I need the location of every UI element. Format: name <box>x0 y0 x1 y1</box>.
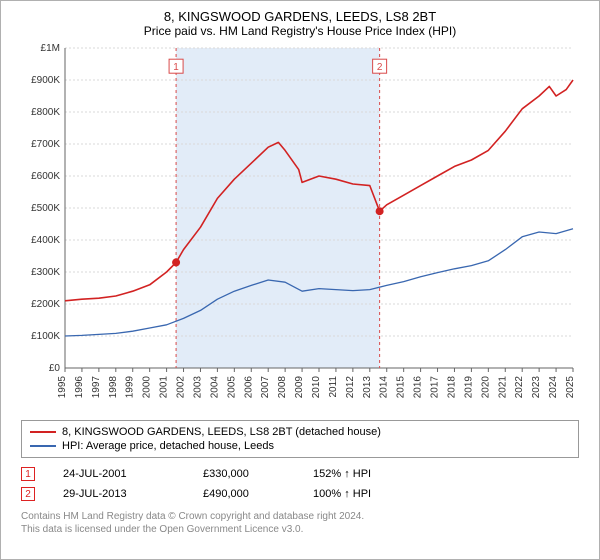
legend-swatch-hpi <box>30 445 56 447</box>
svg-text:£100K: £100K <box>31 331 60 342</box>
svg-text:£500K: £500K <box>31 203 60 214</box>
legend-label-hpi: HPI: Average price, detached house, Leed… <box>62 440 274 452</box>
svg-text:1996: 1996 <box>74 376 85 399</box>
legend: 8, KINGSWOOD GARDENS, LEEDS, LS8 2BT (de… <box>21 420 579 458</box>
svg-text:£900K: £900K <box>31 75 60 86</box>
svg-text:2013: 2013 <box>362 376 373 399</box>
svg-text:£600K: £600K <box>31 171 60 182</box>
page-title: 8, KINGSWOOD GARDENS, LEEDS, LS8 2BT <box>21 9 579 24</box>
svg-text:2019: 2019 <box>463 376 474 399</box>
transaction-vs-hpi: 152% ↑ HPI <box>313 468 423 480</box>
svg-text:2008: 2008 <box>277 376 288 399</box>
svg-text:£0: £0 <box>49 363 61 374</box>
svg-text:2005: 2005 <box>226 376 237 399</box>
svg-text:2016: 2016 <box>413 376 424 399</box>
svg-text:2024: 2024 <box>548 376 559 399</box>
svg-text:2007: 2007 <box>260 376 271 399</box>
chart-area: £0 £100K £200K £300K £400K £500K £600K £700K £80… <box>21 44 579 414</box>
transaction-marker: 2 <box>21 487 35 501</box>
legend-label-property: 8, KINGSWOOD GARDENS, LEEDS, LS8 2BT (de… <box>62 426 381 438</box>
svg-text:2001: 2001 <box>159 376 170 399</box>
legend-item-hpi: HPI: Average price, detached house, Leed… <box>30 439 570 453</box>
svg-text:£800K: £800K <box>31 107 60 118</box>
transaction-marker: 1 <box>21 467 35 481</box>
svg-text:2025: 2025 <box>565 376 576 399</box>
svg-text:2004: 2004 <box>209 376 220 399</box>
footnote-line: This data is licensed under the Open Gov… <box>21 523 579 536</box>
svg-text:£300K: £300K <box>31 267 60 278</box>
svg-text:2022: 2022 <box>514 376 525 399</box>
svg-text:2011: 2011 <box>328 376 339 398</box>
svg-text:2: 2 <box>377 62 383 73</box>
svg-text:2017: 2017 <box>430 376 441 399</box>
svg-text:1: 1 <box>173 62 179 73</box>
footnote: Contains HM Land Registry data © Crown c… <box>21 510 579 536</box>
svg-text:2015: 2015 <box>396 376 407 399</box>
transaction-price: £330,000 <box>203 468 313 480</box>
transactions-table: 1 24-JUL-2001 £330,000 152% ↑ HPI 2 29-J… <box>21 464 579 504</box>
legend-swatch-property <box>30 431 56 433</box>
svg-text:2018: 2018 <box>446 376 457 399</box>
transaction-date: 24-JUL-2001 <box>63 468 203 480</box>
svg-text:2012: 2012 <box>345 376 356 399</box>
svg-text:2009: 2009 <box>294 376 305 399</box>
svg-text:2010: 2010 <box>311 376 322 399</box>
line-chart: £0 £100K £200K £300K £400K £500K £600K £700K £80… <box>21 44 579 414</box>
svg-text:1997: 1997 <box>91 376 102 399</box>
svg-text:2021: 2021 <box>497 376 508 399</box>
chart-container: 8, KINGSWOOD GARDENS, LEEDS, LS8 2BT Pri… <box>0 0 600 560</box>
svg-text:1999: 1999 <box>125 376 136 399</box>
svg-text:2003: 2003 <box>192 376 203 399</box>
transaction-price: £490,000 <box>203 488 313 500</box>
transaction-row: 1 24-JUL-2001 £330,000 152% ↑ HPI <box>21 464 579 484</box>
svg-text:£1M: £1M <box>41 44 60 54</box>
svg-text:£700K: £700K <box>31 139 60 150</box>
page-subtitle: Price paid vs. HM Land Registry's House … <box>21 24 579 38</box>
svg-text:2020: 2020 <box>480 376 491 399</box>
svg-text:2023: 2023 <box>531 376 542 399</box>
svg-text:2006: 2006 <box>243 376 254 399</box>
transaction-vs-hpi: 100% ↑ HPI <box>313 488 423 500</box>
svg-text:2014: 2014 <box>379 376 390 399</box>
svg-text:2000: 2000 <box>142 376 153 399</box>
svg-text:£200K: £200K <box>31 299 60 310</box>
transaction-row: 2 29-JUL-2013 £490,000 100% ↑ HPI <box>21 484 579 504</box>
svg-text:1995: 1995 <box>57 376 68 399</box>
svg-text:1998: 1998 <box>108 376 119 399</box>
footnote-line: Contains HM Land Registry data © Crown c… <box>21 510 579 523</box>
transaction-date: 29-JUL-2013 <box>63 488 203 500</box>
svg-text:2002: 2002 <box>176 376 187 399</box>
svg-text:£400K: £400K <box>31 235 60 246</box>
legend-item-property: 8, KINGSWOOD GARDENS, LEEDS, LS8 2BT (de… <box>30 425 570 439</box>
title-block: 8, KINGSWOOD GARDENS, LEEDS, LS8 2BT Pri… <box>21 9 579 38</box>
